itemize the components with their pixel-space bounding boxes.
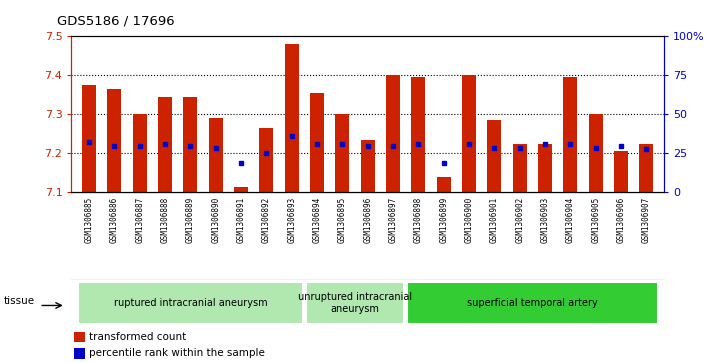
FancyBboxPatch shape <box>407 282 658 325</box>
Bar <box>183 97 197 192</box>
Text: GSM1306893: GSM1306893 <box>287 197 296 243</box>
Text: GSM1306892: GSM1306892 <box>262 197 271 243</box>
Bar <box>411 77 426 192</box>
Text: tissue: tissue <box>4 296 35 306</box>
Text: GSM1306889: GSM1306889 <box>186 197 195 243</box>
Bar <box>437 177 451 192</box>
Text: GSM1306890: GSM1306890 <box>211 197 220 243</box>
FancyBboxPatch shape <box>78 282 303 325</box>
Bar <box>614 151 628 192</box>
Bar <box>285 44 298 192</box>
Text: GSM1306900: GSM1306900 <box>465 197 473 243</box>
Text: GSM1306899: GSM1306899 <box>439 197 448 243</box>
Bar <box>588 114 603 192</box>
Bar <box>74 348 85 359</box>
Bar <box>488 120 501 192</box>
Text: GSM1306903: GSM1306903 <box>540 197 550 243</box>
Bar <box>234 187 248 192</box>
Text: GSM1306902: GSM1306902 <box>516 197 524 243</box>
Bar <box>639 144 653 192</box>
Text: GSM1306891: GSM1306891 <box>236 197 246 243</box>
Bar <box>133 114 147 192</box>
Text: unruptured intracranial
aneurysm: unruptured intracranial aneurysm <box>298 292 412 314</box>
Text: GDS5186 / 17696: GDS5186 / 17696 <box>57 15 175 28</box>
Text: GSM1306895: GSM1306895 <box>338 197 347 243</box>
Text: GSM1306907: GSM1306907 <box>642 197 650 243</box>
Text: GSM1306885: GSM1306885 <box>85 197 94 243</box>
Text: GSM1306906: GSM1306906 <box>616 197 625 243</box>
Text: ruptured intracranial aneurysm: ruptured intracranial aneurysm <box>114 298 267 308</box>
Text: GSM1306894: GSM1306894 <box>313 197 321 243</box>
Bar <box>158 97 172 192</box>
Bar <box>386 75 400 192</box>
Bar <box>361 140 375 192</box>
FancyBboxPatch shape <box>306 282 404 325</box>
Text: GSM1306901: GSM1306901 <box>490 197 499 243</box>
Bar <box>563 77 578 192</box>
Bar <box>310 93 324 192</box>
Text: GSM1306886: GSM1306886 <box>110 197 119 243</box>
Bar <box>108 89 121 192</box>
Text: transformed count: transformed count <box>89 331 186 342</box>
Text: percentile rank within the sample: percentile rank within the sample <box>89 348 265 358</box>
Bar <box>208 118 223 192</box>
Bar <box>259 128 273 192</box>
Bar <box>462 75 476 192</box>
Text: GSM1306905: GSM1306905 <box>591 197 600 243</box>
Text: GSM1306898: GSM1306898 <box>414 197 423 243</box>
Text: GSM1306896: GSM1306896 <box>363 197 372 243</box>
Text: GSM1306887: GSM1306887 <box>135 197 144 243</box>
Bar <box>538 144 552 192</box>
Bar <box>513 144 527 192</box>
Text: superficial temporal artery: superficial temporal artery <box>467 298 598 308</box>
Bar <box>336 114 349 192</box>
Text: GSM1306904: GSM1306904 <box>565 197 575 243</box>
Text: GSM1306897: GSM1306897 <box>388 197 398 243</box>
Text: GSM1306888: GSM1306888 <box>161 197 170 243</box>
Bar <box>82 85 96 192</box>
Bar <box>74 332 85 342</box>
